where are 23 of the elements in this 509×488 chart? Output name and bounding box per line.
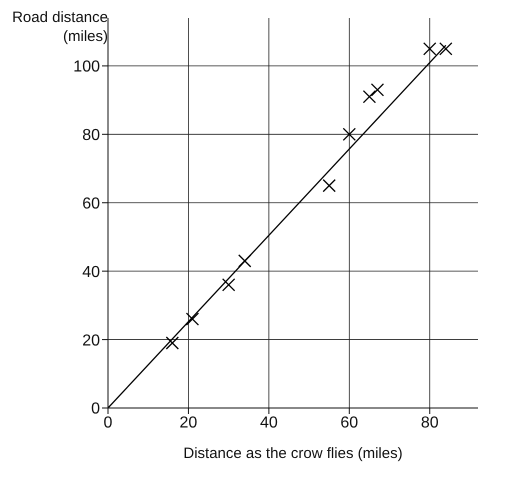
point [166, 336, 179, 350]
y-axis-title: Road distance (miles) [11, 8, 108, 46]
x-axis-title: Distance as the crow flies (miles) [183, 445, 403, 462]
point [362, 90, 376, 104]
point [423, 42, 436, 56]
point [342, 128, 356, 141]
x-tick-label: 0 [104, 414, 113, 432]
point [222, 278, 236, 292]
point [238, 254, 252, 268]
y-tick-label: 40 [82, 264, 100, 281]
point [370, 83, 384, 96]
y-tick-label: 20 [82, 332, 100, 350]
y-tick-label: 0 [91, 400, 100, 418]
y-tick-label: 100 [73, 58, 100, 76]
x-tick-label: 80 [420, 414, 439, 432]
x-tick-label: 20 [180, 414, 198, 432]
x-tick-label: 60 [340, 414, 358, 432]
point [439, 42, 452, 56]
x-tick-label: 40 [260, 414, 278, 432]
point [322, 178, 336, 192]
point [186, 312, 200, 326]
y-tick-label: 60 [82, 195, 100, 212]
y-tick-label: 80 [82, 126, 100, 144]
